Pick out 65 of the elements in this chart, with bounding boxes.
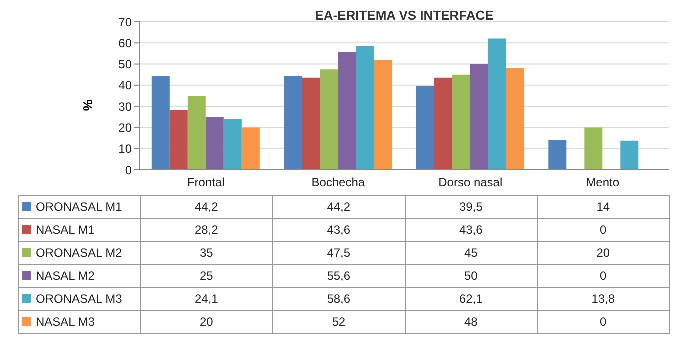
data-label: 13,8 [537,288,670,310]
data-label: 20 [537,242,670,264]
bar [584,128,603,170]
bar [488,38,506,170]
x-tick-label: Bochecha [312,176,366,190]
data-label: 58,6 [272,288,405,310]
data-label: 50 [405,264,538,288]
data-label: 62,1 [405,288,538,310]
data-label: 52 [272,310,405,334]
data-label: 35 [140,242,273,264]
data-label: 48 [405,310,538,334]
legend-label: ORONASAL M1 [36,200,122,214]
bar [152,76,170,170]
data-label: 28,2 [140,218,273,242]
data-label: 45 [405,242,538,264]
y-axis-title: % [80,100,96,112]
bar [470,64,488,170]
legend-label: ORONASAL M3 [36,292,122,306]
y-tick-label: 70 [118,15,132,30]
data-label: 39,5 [405,196,538,218]
data-label: 43,6 [405,218,538,242]
y-tick-label: 30 [118,100,132,114]
y-tick-label: 0 [125,163,132,178]
bar [434,78,452,170]
bar [302,78,320,170]
bar [338,52,356,170]
data-label: 0 [537,310,670,334]
bar [506,68,524,170]
x-tick-label: Mento [586,176,620,190]
data-label: 44,2 [140,196,273,218]
legend-label: NASAL M1 [36,223,95,237]
bar [170,110,188,170]
data-label: 0 [537,218,670,242]
y-tick-label: 40 [118,78,132,93]
bar [320,70,338,170]
data-label: 43,6 [272,218,405,242]
y-tick-label: 20 [118,120,132,135]
y-tick-label: 10 [118,142,132,156]
bar [188,96,206,170]
legend-label: ORONASAL M2 [36,246,122,260]
data-label: 0 [537,264,670,288]
x-tick-label: Frontal [187,176,225,190]
y-tick-label: 50 [118,58,132,72]
bar [224,119,242,170]
data-label: 24,1 [140,288,273,310]
bar [452,74,470,170]
bar [356,46,374,170]
data-label: 47,5 [272,242,405,264]
data-label: 44,2 [272,196,405,218]
legend-label: NASAL M2 [36,269,95,283]
bar [548,140,567,170]
bar [284,76,302,170]
y-tick-label: 60 [118,36,132,50]
data-label: 20 [140,310,273,334]
legend-label: NASAL M3 [36,315,95,329]
bar [620,140,639,170]
bar [416,86,434,170]
bar [206,117,224,170]
bar [242,128,260,170]
data-label: 25 [140,264,273,288]
x-tick-label: Dorso nasal [438,176,503,190]
chart-title: EA-ERITEMA VS INTERFACE [314,8,495,23]
data-label: 55,6 [272,264,405,288]
data-label: 14 [537,196,670,218]
bar [374,60,392,170]
